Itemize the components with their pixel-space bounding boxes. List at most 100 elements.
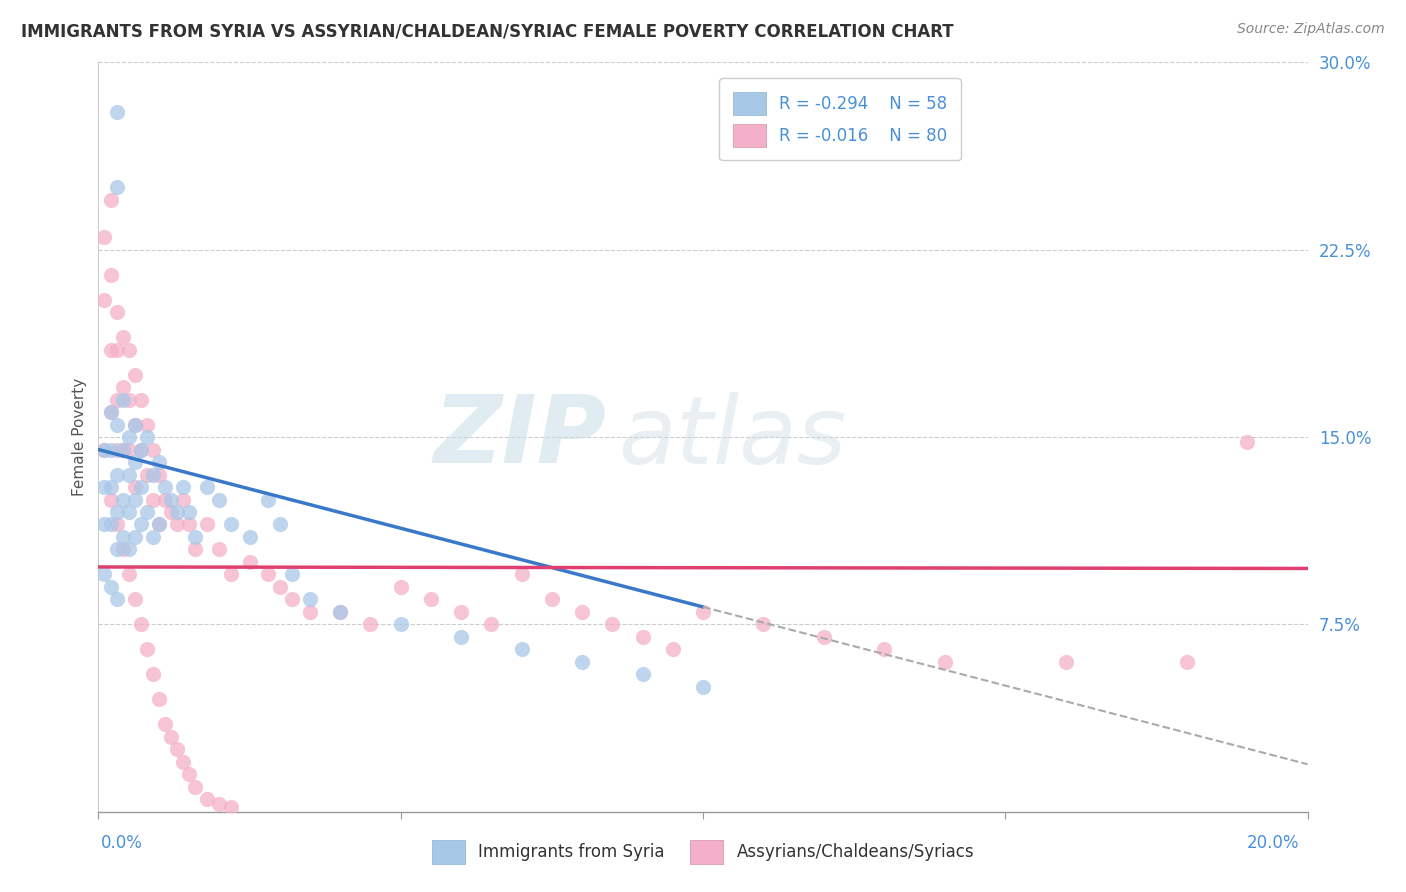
- Point: [129, 392, 152, 407]
- Point: [450, 630, 472, 644]
- Point: [1054, 655, 1077, 669]
- Point: [873, 642, 896, 657]
- Text: 20.0%: 20.0%: [1247, 834, 1299, 852]
- Point: [239, 555, 262, 569]
- Point: [692, 680, 714, 694]
- Point: [195, 792, 218, 806]
- Point: [1236, 435, 1258, 450]
- Point: [571, 605, 593, 619]
- Y-axis label: Female Poverty: Female Poverty: [72, 378, 87, 496]
- Point: [93, 442, 115, 457]
- Point: [100, 480, 122, 494]
- Point: [100, 442, 122, 457]
- Point: [111, 542, 134, 557]
- Point: [148, 517, 170, 532]
- Point: [124, 417, 146, 432]
- Point: [135, 417, 157, 432]
- Point: [118, 505, 141, 519]
- Point: [195, 517, 218, 532]
- Point: [160, 730, 183, 744]
- Point: [124, 455, 146, 469]
- Point: [93, 567, 115, 582]
- Point: [195, 480, 218, 494]
- Text: IMMIGRANTS FROM SYRIA VS ASSYRIAN/CHALDEAN/SYRIAC FEMALE POVERTY CORRELATION CHA: IMMIGRANTS FROM SYRIA VS ASSYRIAN/CHALDE…: [21, 22, 953, 40]
- Point: [100, 492, 122, 507]
- Point: [299, 592, 322, 607]
- Point: [105, 592, 128, 607]
- Point: [172, 755, 194, 769]
- Point: [142, 467, 165, 482]
- Point: [135, 642, 157, 657]
- Point: [129, 442, 152, 457]
- Point: [105, 180, 128, 194]
- Legend: Immigrants from Syria, Assyrians/Chaldeans/Syriacs: Immigrants from Syria, Assyrians/Chaldea…: [425, 833, 981, 871]
- Point: [105, 505, 128, 519]
- Point: [179, 767, 201, 781]
- Point: [269, 517, 291, 532]
- Point: [129, 617, 152, 632]
- Point: [184, 530, 207, 544]
- Point: [602, 617, 624, 632]
- Point: [221, 517, 243, 532]
- Point: [105, 343, 128, 357]
- Point: [184, 780, 207, 794]
- Point: [105, 417, 128, 432]
- Point: [129, 480, 152, 494]
- Point: [111, 492, 134, 507]
- Point: [118, 467, 141, 482]
- Point: [118, 442, 141, 457]
- Point: [135, 430, 157, 444]
- Point: [172, 492, 194, 507]
- Point: [124, 492, 146, 507]
- Point: [692, 605, 714, 619]
- Point: [93, 442, 115, 457]
- Point: [420, 592, 443, 607]
- Point: [208, 797, 231, 812]
- Point: [118, 542, 141, 557]
- Point: [813, 630, 835, 644]
- Point: [129, 442, 152, 457]
- Point: [172, 480, 194, 494]
- Point: [160, 492, 183, 507]
- Point: [142, 442, 165, 457]
- Point: [389, 580, 412, 594]
- Point: [135, 505, 157, 519]
- Point: [208, 492, 231, 507]
- Point: [124, 592, 146, 607]
- Point: [135, 467, 157, 482]
- Point: [631, 630, 654, 644]
- Point: [93, 230, 115, 244]
- Legend: R = -0.294    N = 58, R = -0.016    N = 80: R = -0.294 N = 58, R = -0.016 N = 80: [720, 78, 960, 161]
- Point: [100, 580, 122, 594]
- Point: [153, 492, 176, 507]
- Point: [239, 530, 262, 544]
- Point: [166, 505, 188, 519]
- Point: [1175, 655, 1198, 669]
- Point: [221, 567, 243, 582]
- Point: [105, 517, 128, 532]
- Point: [142, 530, 165, 544]
- Point: [148, 467, 170, 482]
- Point: [100, 405, 122, 419]
- Point: [281, 592, 304, 607]
- Point: [221, 799, 243, 814]
- Point: [105, 467, 128, 482]
- Point: [208, 542, 231, 557]
- Point: [124, 530, 146, 544]
- Point: [118, 567, 141, 582]
- Point: [111, 330, 134, 344]
- Point: [93, 293, 115, 307]
- Point: [934, 655, 956, 669]
- Point: [179, 505, 201, 519]
- Point: [124, 480, 146, 494]
- Point: [148, 692, 170, 706]
- Point: [256, 567, 278, 582]
- Point: [100, 193, 122, 207]
- Point: [299, 605, 322, 619]
- Point: [166, 742, 188, 756]
- Point: [179, 517, 201, 532]
- Text: atlas: atlas: [619, 392, 846, 483]
- Point: [124, 368, 146, 382]
- Point: [329, 605, 352, 619]
- Point: [111, 380, 134, 394]
